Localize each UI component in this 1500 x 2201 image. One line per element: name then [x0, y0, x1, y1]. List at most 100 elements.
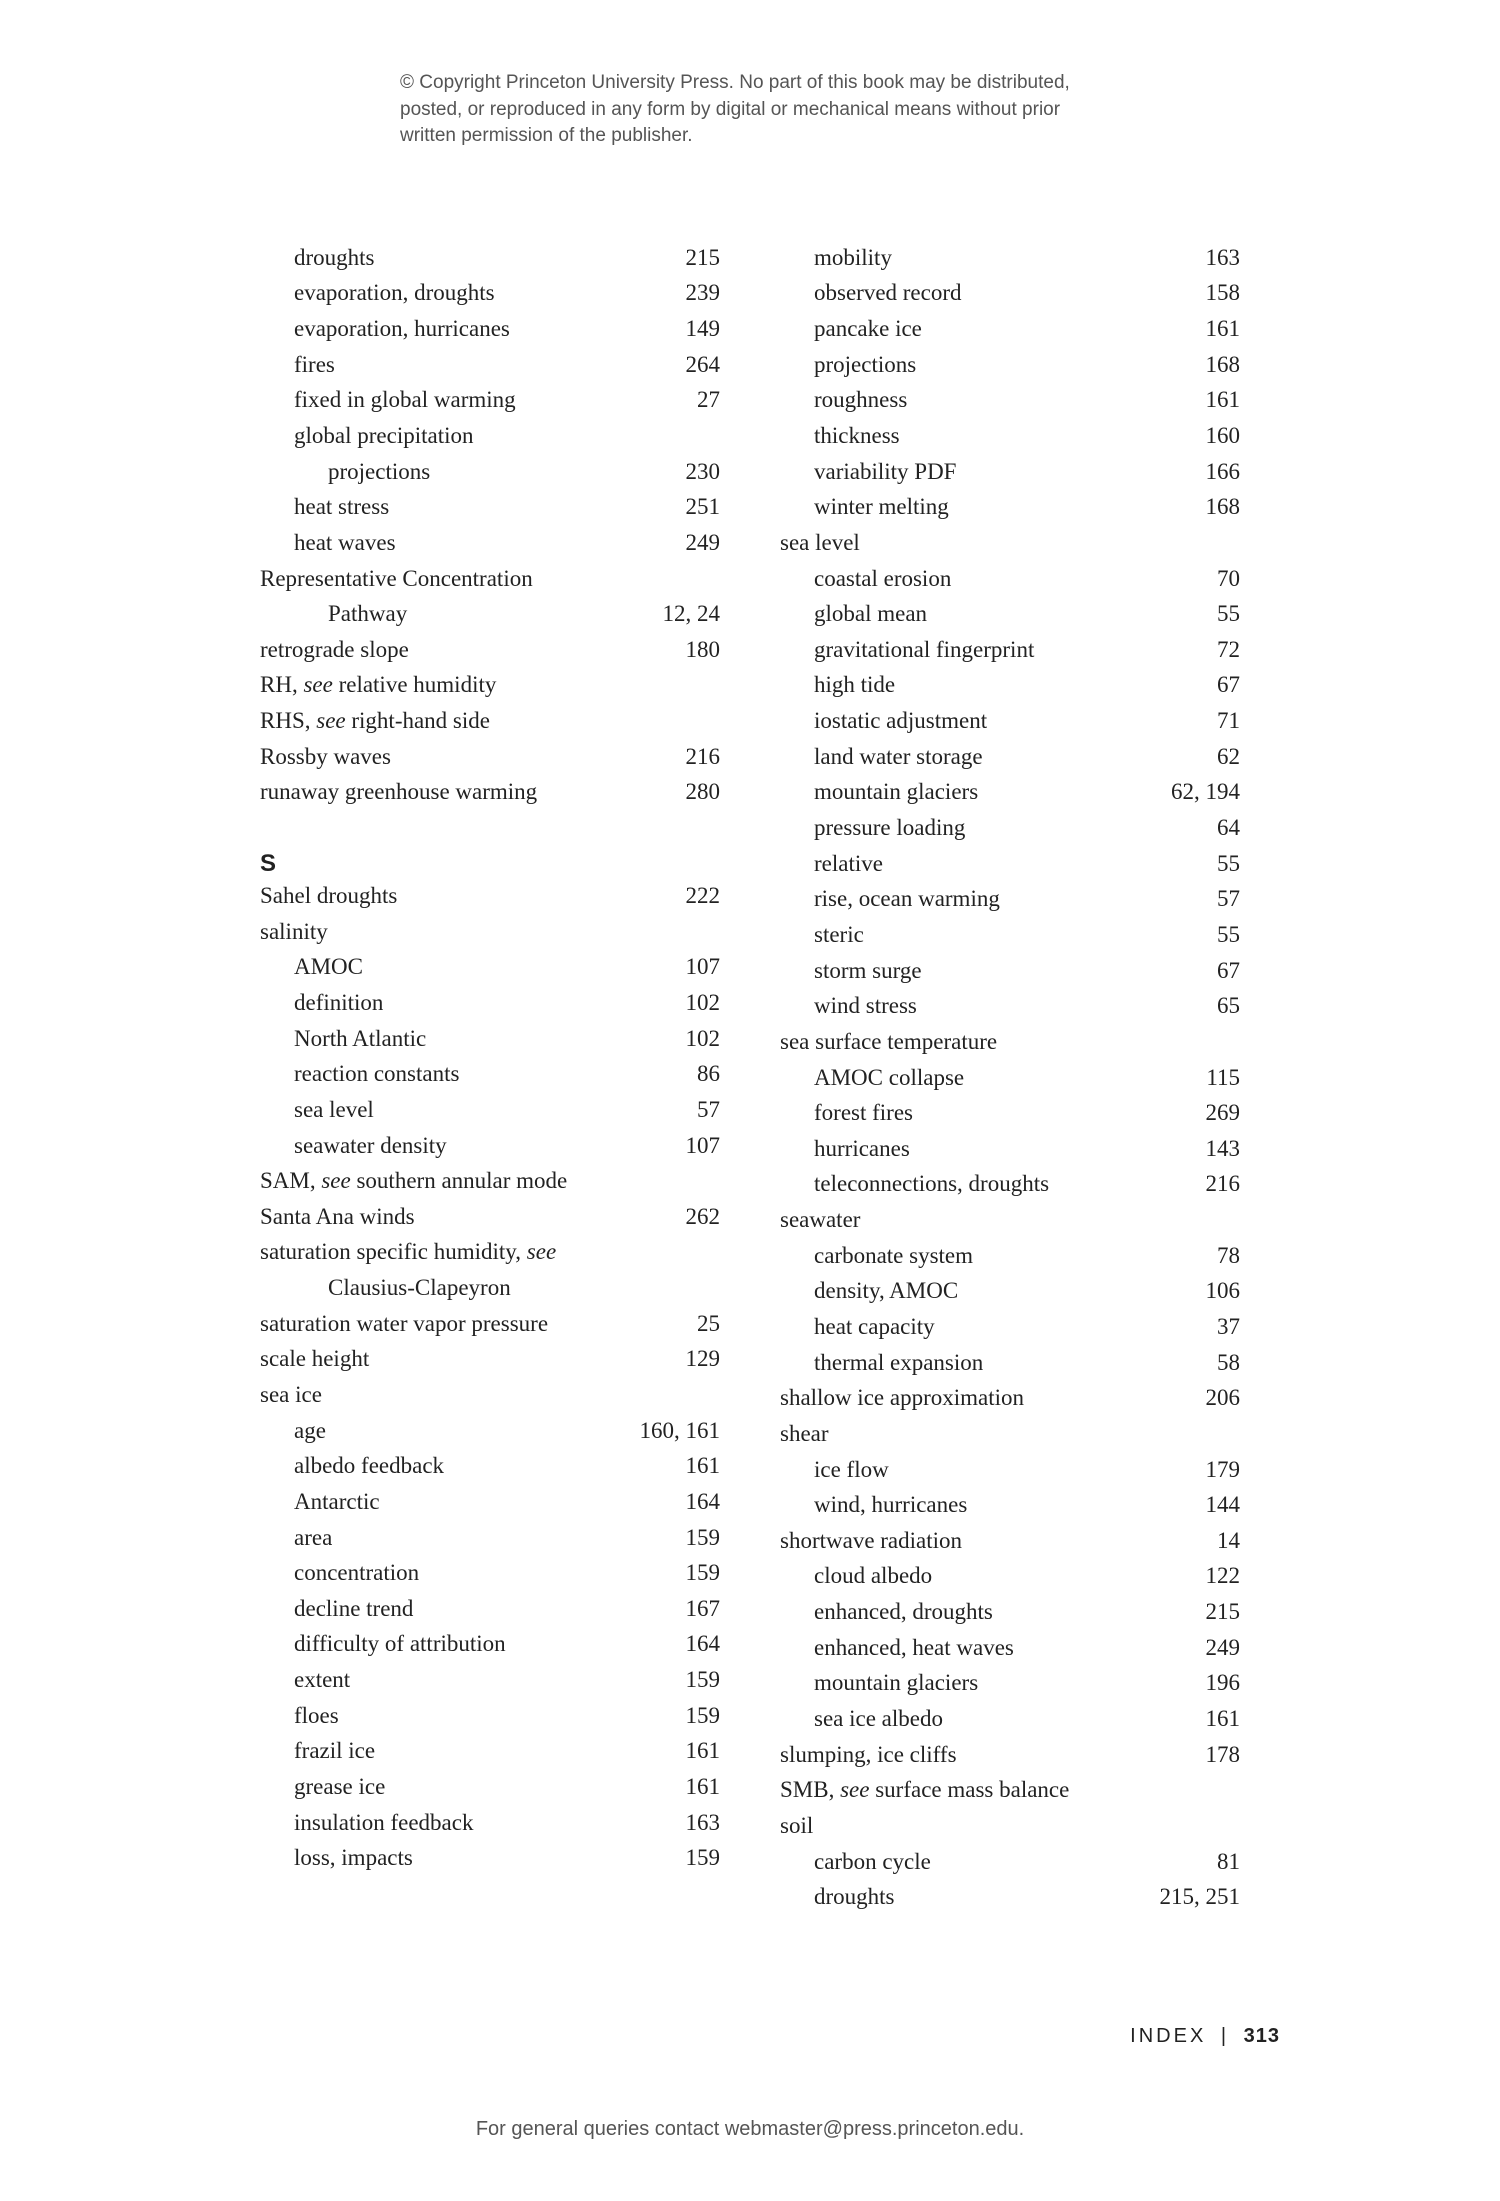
index-term: evaporation, droughts	[294, 275, 674, 311]
index-entry: global precipitation	[260, 418, 720, 454]
index-entry: storm surge67	[780, 953, 1240, 989]
index-pages: 159	[674, 1662, 721, 1698]
index-term: storm surge	[814, 953, 1205, 989]
index-term: saturation specific humidity, see	[260, 1234, 708, 1270]
index-term: SMB, see surface mass balance	[780, 1772, 1228, 1808]
index-term: ice flow	[814, 1452, 1194, 1488]
footer-separator: |	[1221, 2025, 1229, 2047]
index-pages	[1228, 1202, 1240, 1238]
index-pages: 25	[685, 1306, 720, 1342]
index-pages: 106	[1194, 1273, 1241, 1309]
index-entry: loss, impacts159	[260, 1840, 720, 1876]
index-term: seawater	[780, 1202, 1228, 1238]
index-entry: shallow ice approximation206	[780, 1380, 1240, 1416]
index-term: droughts	[814, 1879, 1148, 1915]
index-pages	[1228, 525, 1240, 561]
index-entry: thickness160	[780, 418, 1240, 454]
index-term: roughness	[814, 382, 1194, 418]
index-pages	[708, 667, 720, 703]
index-pages	[708, 418, 720, 454]
index-entry: ice flow179	[780, 1452, 1240, 1488]
index-term: sea level	[294, 1092, 685, 1128]
index-term: heat capacity	[814, 1309, 1205, 1345]
index-pages: 178	[1194, 1737, 1241, 1773]
index-entry: carbonate system78	[780, 1238, 1240, 1274]
index-entry: definition102	[260, 985, 720, 1021]
index-term: runaway greenhouse warming	[260, 774, 674, 810]
index-pages	[708, 1270, 720, 1306]
index-pages	[1228, 1024, 1240, 1060]
index-pages	[1228, 1772, 1240, 1808]
index-pages: 55	[1205, 596, 1240, 632]
index-entry: reaction constants86	[260, 1056, 720, 1092]
index-entry: floes159	[260, 1698, 720, 1734]
index-term: shortwave radiation	[780, 1523, 1205, 1559]
index-entry: high tide67	[780, 667, 1240, 703]
index-entry: Representative Concentration	[260, 561, 720, 597]
index-pages: 12, 24	[651, 596, 721, 632]
index-term: frazil ice	[294, 1733, 674, 1769]
index-pages: 196	[1194, 1665, 1241, 1701]
index-term: high tide	[814, 667, 1205, 703]
index-term: relative	[814, 846, 1205, 882]
index-pages: 65	[1205, 988, 1240, 1024]
index-entry: difficulty of attribution164	[260, 1626, 720, 1662]
index-entry: insulation feedback163	[260, 1805, 720, 1841]
index-entry: thermal expansion58	[780, 1345, 1240, 1381]
index-pages: 107	[674, 949, 721, 985]
index-entry: AMOC collapse115	[780, 1060, 1240, 1096]
index-column-right: mobility163observed record158pancake ice…	[780, 240, 1240, 1915]
index-term: sea ice	[260, 1377, 708, 1413]
index-entry: enhanced, droughts215	[780, 1594, 1240, 1630]
index-pages: 57	[1205, 881, 1240, 917]
footer-page-number: 313	[1244, 2025, 1280, 2047]
index-pages: 67	[1205, 953, 1240, 989]
index-entry: sea surface temperature	[780, 1024, 1240, 1060]
index-entry: sea ice albedo161	[780, 1701, 1240, 1737]
index-term: age	[294, 1413, 628, 1449]
index-pages: 206	[1194, 1380, 1241, 1416]
footer-section-label: INDEX	[1130, 2025, 1206, 2047]
index-term: heat waves	[294, 525, 674, 561]
index-term: loss, impacts	[294, 1840, 674, 1876]
index-term: area	[294, 1520, 674, 1556]
index-pages: 168	[1194, 347, 1241, 383]
index-entry: pressure loading64	[780, 810, 1240, 846]
index-pages: 57	[685, 1092, 720, 1128]
index-entry: soil	[780, 1808, 1240, 1844]
index-entry: seawater	[780, 1202, 1240, 1238]
index-pages	[708, 1234, 720, 1270]
index-term: enhanced, droughts	[814, 1594, 1194, 1630]
index-term: projections	[328, 454, 674, 490]
index-pages: 249	[1194, 1630, 1241, 1666]
index-pages: 160, 161	[628, 1413, 721, 1449]
index-term: Sahel droughts	[260, 878, 674, 914]
index-term: RHS, see right-hand side	[260, 703, 708, 739]
copyright-notice: © Copyright Princeton University Press. …	[400, 70, 1100, 150]
index-entry: winter melting168	[780, 489, 1240, 525]
index-term: shear	[780, 1416, 1228, 1452]
index-pages: 72	[1205, 632, 1240, 668]
index-term: North Atlantic	[294, 1021, 674, 1057]
contact-note: For general queries contact webmaster@pr…	[0, 2118, 1500, 2141]
index-pages: 163	[1194, 240, 1241, 276]
index-term: slumping, ice cliffs	[780, 1737, 1194, 1773]
index-term: teleconnections, droughts	[814, 1166, 1194, 1202]
index-term: decline trend	[294, 1591, 674, 1627]
index-pages: 216	[1194, 1166, 1241, 1202]
index-term: insulation feedback	[294, 1805, 674, 1841]
index-term: gravitational fingerprint	[814, 632, 1205, 668]
index-pages: 62, 194	[1159, 774, 1240, 810]
index-entry: variability PDF166	[780, 454, 1240, 490]
index-term: evaporation, hurricanes	[294, 311, 674, 347]
index-entry: RH, see relative humidity	[260, 667, 720, 703]
index-pages: 144	[1194, 1487, 1241, 1523]
index-term: mountain glaciers	[814, 774, 1159, 810]
index-entry: droughts215, 251	[780, 1879, 1240, 1915]
index-pages: 122	[1194, 1558, 1241, 1594]
index-term: coastal erosion	[814, 561, 1205, 597]
index-entry: sea level57	[260, 1092, 720, 1128]
index-term: Santa Ana winds	[260, 1199, 674, 1235]
index-entry: wind stress65	[780, 988, 1240, 1024]
index-entry: global mean55	[780, 596, 1240, 632]
